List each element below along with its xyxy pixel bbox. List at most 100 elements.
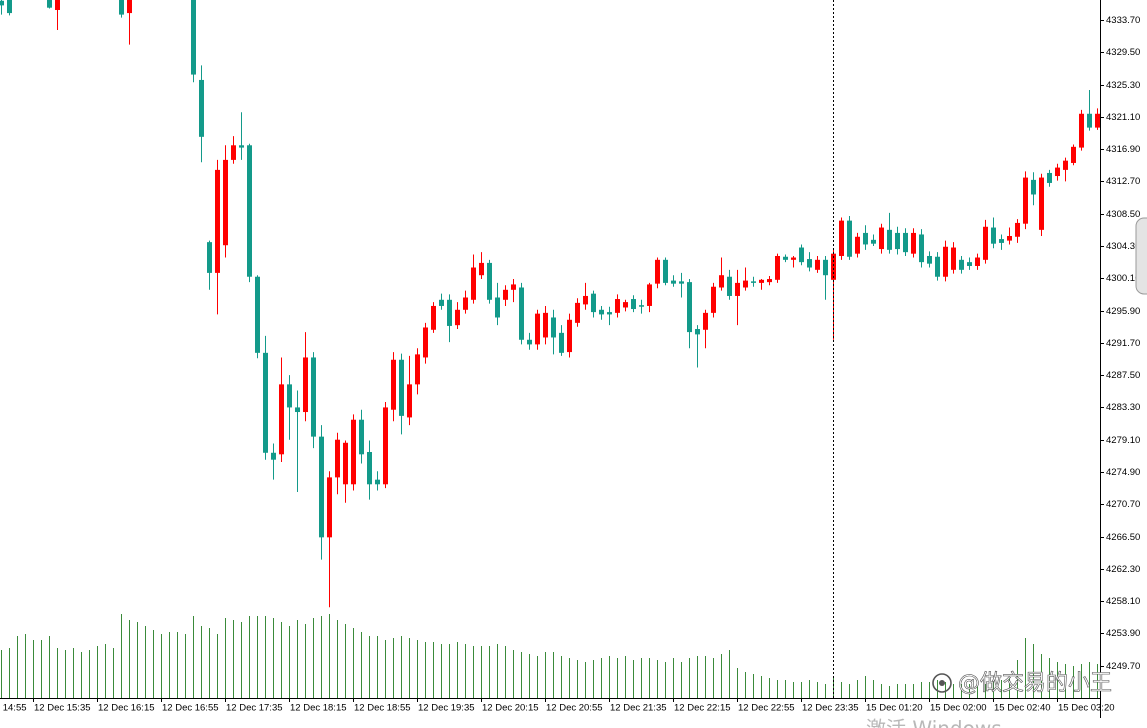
candle-body — [983, 226, 988, 260]
candle-body — [799, 247, 804, 263]
candle-body — [551, 317, 556, 338]
candle-body — [935, 256, 940, 277]
candle-body — [671, 280, 676, 284]
candle-body — [631, 299, 636, 310]
y-tick-label: 4316.90 — [1106, 144, 1140, 155]
candle-body — [511, 284, 516, 290]
candle-body — [255, 276, 260, 353]
candle-body — [527, 339, 532, 345]
x-tick-label: 12 Dec 20:55 — [546, 703, 603, 714]
candle-layer — [0, 0, 1100, 608]
candle-body — [1055, 167, 1060, 177]
candle-body — [0, 0, 4, 6]
candle-body — [503, 289, 508, 300]
candle-body — [287, 384, 292, 408]
candle-body — [687, 282, 692, 333]
watermark: @做交易的小王 — [958, 671, 1112, 696]
candle-body — [783, 256, 788, 260]
candle-body — [567, 319, 572, 353]
candle-body — [871, 239, 876, 244]
candle-body — [1023, 177, 1028, 224]
candle-body — [231, 145, 236, 160]
candle-body — [711, 286, 716, 313]
candle-body — [311, 357, 316, 437]
candle-body — [407, 384, 412, 418]
candle-body — [1095, 113, 1100, 128]
candle-body — [727, 276, 732, 296]
candle-body — [839, 220, 844, 256]
candle-body — [303, 357, 308, 413]
y-tick-label: 4270.70 — [1106, 499, 1140, 510]
candle-body — [127, 0, 132, 14]
candle-body — [327, 477, 332, 538]
y-tick-label: 4266.50 — [1106, 532, 1140, 543]
candle-body — [975, 257, 980, 266]
candle-body — [887, 229, 892, 250]
candle-body — [487, 262, 492, 300]
scroll-handle[interactable] — [1135, 217, 1147, 295]
candle-body — [895, 232, 900, 250]
candle-body — [815, 259, 820, 270]
y-tick-label: 4300.10 — [1106, 273, 1140, 284]
y-tick-label: 4249.70 — [1106, 661, 1140, 672]
candle-body — [239, 145, 244, 148]
candle-body — [679, 281, 684, 284]
x-tick-label: 12 Dec 14:55 — [0, 703, 27, 714]
candle-body — [319, 436, 324, 538]
candle-body — [455, 309, 460, 326]
x-tick-label: 15 Dec 01:20 — [866, 703, 923, 714]
y-tick-label: 4291.70 — [1106, 338, 1140, 349]
candle-body — [735, 282, 740, 296]
candle-body — [599, 309, 604, 315]
y-tick-label: 4333.70 — [1106, 15, 1140, 26]
candle-body — [791, 257, 796, 260]
candle-body — [519, 287, 524, 340]
watermark-icon — [932, 673, 952, 693]
candle-body — [903, 232, 908, 253]
candle-body — [847, 220, 852, 257]
x-tick-label: 12 Dec 21:35 — [610, 703, 667, 714]
candle-body — [119, 0, 124, 15]
y-tick-label: 4329.50 — [1106, 47, 1140, 58]
candle-body — [351, 419, 356, 485]
volume-layer — [1, 614, 1098, 698]
x-tick-label: 12 Dec 18:15 — [290, 703, 347, 714]
candle-body — [1047, 172, 1052, 183]
candle-body — [199, 79, 204, 137]
y-tick-label: 4283.30 — [1106, 402, 1140, 413]
candle-body — [495, 297, 500, 318]
candle-body — [879, 227, 884, 250]
x-tick-label: 12 Dec 16:55 — [162, 703, 219, 714]
y-tick-label: 4321.10 — [1106, 112, 1140, 123]
candle-body — [207, 242, 212, 273]
candle-body — [1007, 235, 1012, 241]
candle-body — [607, 312, 612, 315]
candle-body — [767, 279, 772, 283]
candle-body — [991, 227, 996, 244]
candle-body — [439, 299, 444, 306]
candle-body — [575, 302, 580, 323]
candle-body — [639, 305, 644, 307]
candle-body — [943, 246, 948, 277]
candle-body — [831, 253, 836, 280]
candle-body — [719, 275, 724, 288]
candle-body — [247, 145, 252, 277]
candle-body — [479, 262, 484, 276]
os-notice: 激活 Windows — [866, 717, 1002, 728]
candle-body — [583, 295, 588, 305]
candle-body — [959, 259, 964, 270]
candle-body — [1071, 146, 1076, 163]
candle-body — [615, 299, 620, 313]
x-tick-label: 12 Dec 20:15 — [482, 703, 539, 714]
candle-body — [191, 0, 196, 75]
candle-body — [951, 247, 956, 270]
candle-body — [423, 327, 428, 358]
x-tick-label: 12 Dec 16:15 — [98, 703, 155, 714]
candle-body — [647, 284, 652, 306]
candle-body — [863, 232, 868, 245]
y-tick-label: 4304.30 — [1106, 241, 1140, 252]
candle-body — [215, 169, 220, 273]
